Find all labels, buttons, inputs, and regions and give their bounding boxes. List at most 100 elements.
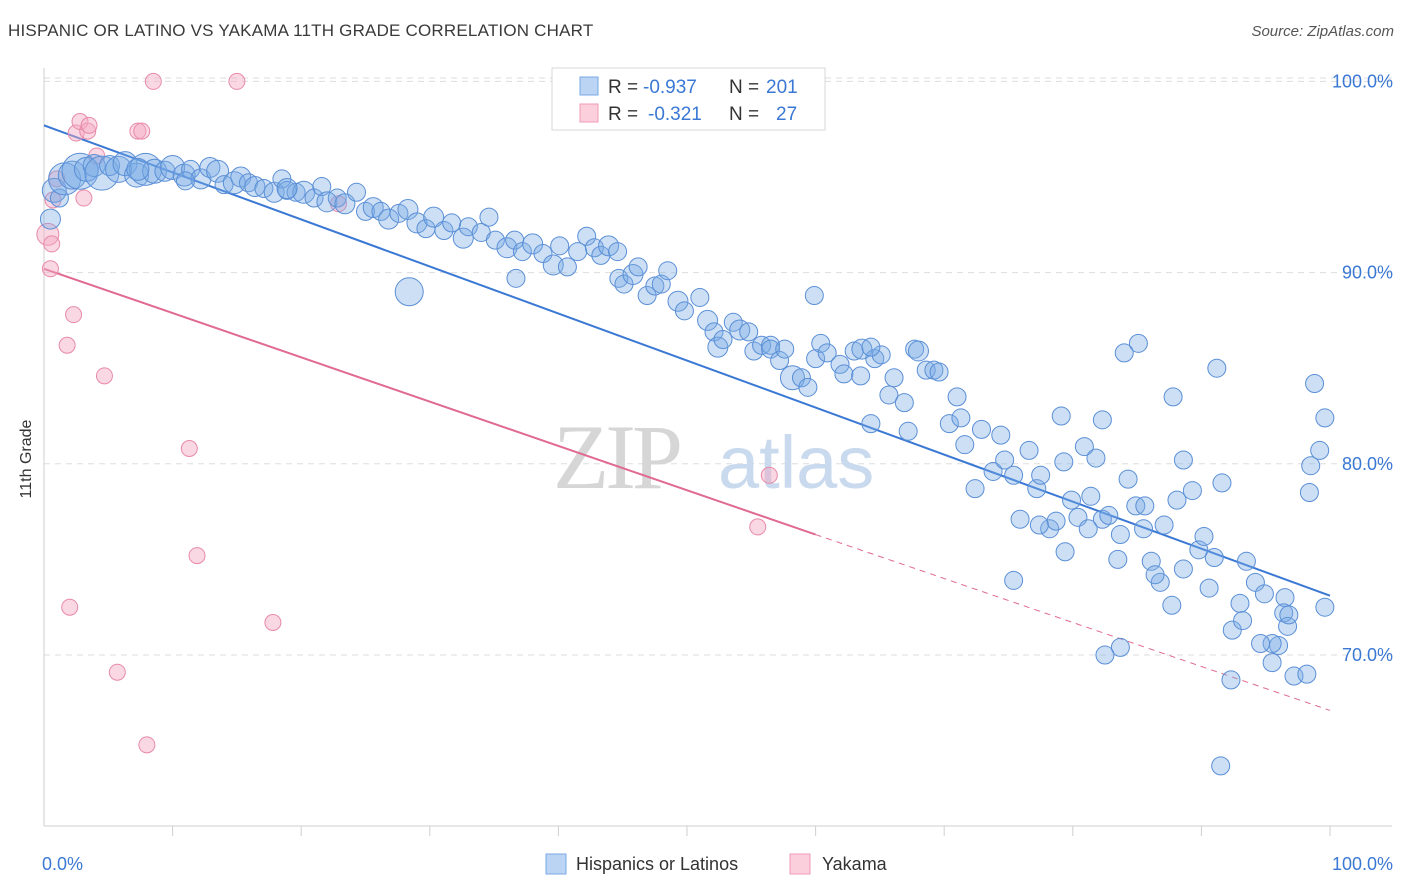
yakama-point bbox=[749, 518, 767, 536]
hispanic-point bbox=[1074, 437, 1094, 457]
series-legend: Hispanics or Latinos Yakama bbox=[545, 853, 888, 875]
hispanic-point bbox=[667, 290, 689, 312]
hispanic-point bbox=[199, 156, 221, 178]
hispanic-point bbox=[1004, 465, 1024, 485]
yakama-point bbox=[79, 122, 97, 140]
hispanic-point bbox=[126, 157, 150, 181]
hispanic-point bbox=[1305, 373, 1325, 393]
legend-n-value-2: 27 bbox=[776, 104, 797, 125]
hispanic-point bbox=[1031, 465, 1051, 485]
hispanic-trend-line bbox=[43, 124, 1331, 597]
hispanic-point bbox=[798, 377, 818, 397]
hispanic-point bbox=[550, 236, 570, 256]
hispanic-point bbox=[304, 188, 324, 208]
hispanic-point bbox=[879, 385, 899, 405]
hispanic-point bbox=[1134, 519, 1154, 539]
yakama-point bbox=[80, 116, 98, 134]
hispanic-point bbox=[1110, 637, 1130, 657]
hispanic-point bbox=[1315, 597, 1335, 617]
hispanic-point bbox=[1299, 482, 1319, 502]
hispanic-point bbox=[1062, 490, 1082, 510]
hispanic-point bbox=[1163, 387, 1183, 407]
hispanic-point bbox=[739, 322, 759, 342]
hispanic-point bbox=[775, 339, 795, 359]
hispanic-point bbox=[1019, 440, 1039, 460]
hispanic-point bbox=[129, 152, 163, 186]
hispanic-point bbox=[346, 182, 366, 202]
hispanic-point bbox=[1207, 358, 1227, 378]
hispanic-point bbox=[276, 177, 298, 199]
hispanic-point bbox=[1029, 515, 1049, 535]
hispanic-point bbox=[1118, 469, 1138, 489]
hispanic-point bbox=[1301, 456, 1321, 476]
hispanic-point bbox=[658, 261, 678, 281]
hispanic-point bbox=[356, 201, 375, 221]
hispanic-point bbox=[830, 354, 850, 374]
legend-n-value-1: 201 bbox=[766, 77, 798, 98]
hispanic-point bbox=[1222, 620, 1242, 640]
hispanic-point bbox=[49, 188, 69, 208]
hispanic-point bbox=[1081, 486, 1101, 506]
yakama-point bbox=[760, 466, 778, 484]
hispanic-point bbox=[628, 257, 648, 277]
hispanic-point bbox=[791, 368, 811, 388]
hispanic-point bbox=[1135, 496, 1155, 516]
hispanic-point bbox=[983, 461, 1003, 481]
hispanic-point bbox=[542, 254, 564, 276]
hispanic-point bbox=[458, 217, 478, 237]
y-tick-labels: 100.0% 90.0% 80.0% 70.0% bbox=[1332, 71, 1393, 665]
watermark-zip: ZIP bbox=[553, 406, 680, 508]
hispanic-point bbox=[861, 337, 881, 357]
hispanic-point bbox=[1086, 448, 1106, 468]
hispanic-point bbox=[947, 387, 967, 407]
hispanic-point bbox=[1154, 515, 1174, 535]
yakama-point bbox=[41, 260, 59, 278]
hispanic-point bbox=[1095, 645, 1115, 665]
legend-r-value-1: -0.937 bbox=[643, 77, 697, 98]
x-tick-labels: 0.0% 100.0% bbox=[42, 854, 1393, 874]
correlation-legend: R = -0.937 N = 201 R = -0.321 N = 27 bbox=[551, 67, 826, 131]
legend-r-value-2: -0.321 bbox=[648, 104, 702, 125]
legend-swatch-blue bbox=[579, 76, 599, 96]
hispanic-point bbox=[378, 208, 400, 230]
hispanic-point bbox=[1211, 756, 1231, 776]
y-axis-label: 11th Grade bbox=[18, 419, 35, 498]
hispanic-point bbox=[955, 435, 975, 455]
y-tick-label-1: 90.0% bbox=[1342, 263, 1393, 283]
hispanic-point bbox=[929, 362, 949, 382]
hispanic-point bbox=[522, 233, 544, 255]
hispanic-point bbox=[1167, 490, 1187, 510]
yakama-point bbox=[228, 72, 246, 90]
yakama-point bbox=[108, 663, 126, 681]
hispanic-point bbox=[1046, 511, 1066, 531]
hispanic-point bbox=[316, 191, 338, 213]
hispanic-point bbox=[1251, 634, 1271, 654]
hispanic-point bbox=[951, 408, 971, 428]
hispanic-point bbox=[871, 345, 891, 365]
hispanic-point bbox=[1173, 450, 1193, 470]
hispanic-point bbox=[160, 154, 186, 180]
hispanic-point bbox=[598, 235, 620, 257]
hispanic-point bbox=[506, 268, 526, 288]
hispanic-point bbox=[834, 364, 854, 384]
hispanic-point bbox=[1221, 670, 1241, 690]
hispanic-point bbox=[84, 155, 120, 191]
hispanic-point bbox=[394, 277, 424, 307]
yakama-point bbox=[58, 336, 76, 354]
hispanic-point bbox=[1040, 519, 1060, 539]
hispanic-point bbox=[1054, 452, 1074, 472]
hispanic-point bbox=[1092, 410, 1112, 430]
yakama-trend-line bbox=[43, 267, 816, 536]
hispanic-point bbox=[939, 414, 959, 434]
hispanic-point bbox=[905, 339, 925, 359]
yakama-point bbox=[138, 736, 156, 754]
hispanic-point bbox=[1230, 593, 1250, 613]
hispanic-point bbox=[1173, 559, 1193, 579]
watermark-atlas: atlas bbox=[718, 421, 874, 504]
hispanic-point bbox=[1010, 509, 1030, 529]
hispanic-point bbox=[533, 243, 553, 263]
hispanic-point bbox=[1051, 406, 1071, 426]
yakama-point bbox=[133, 122, 151, 140]
hispanic-point bbox=[190, 168, 212, 190]
